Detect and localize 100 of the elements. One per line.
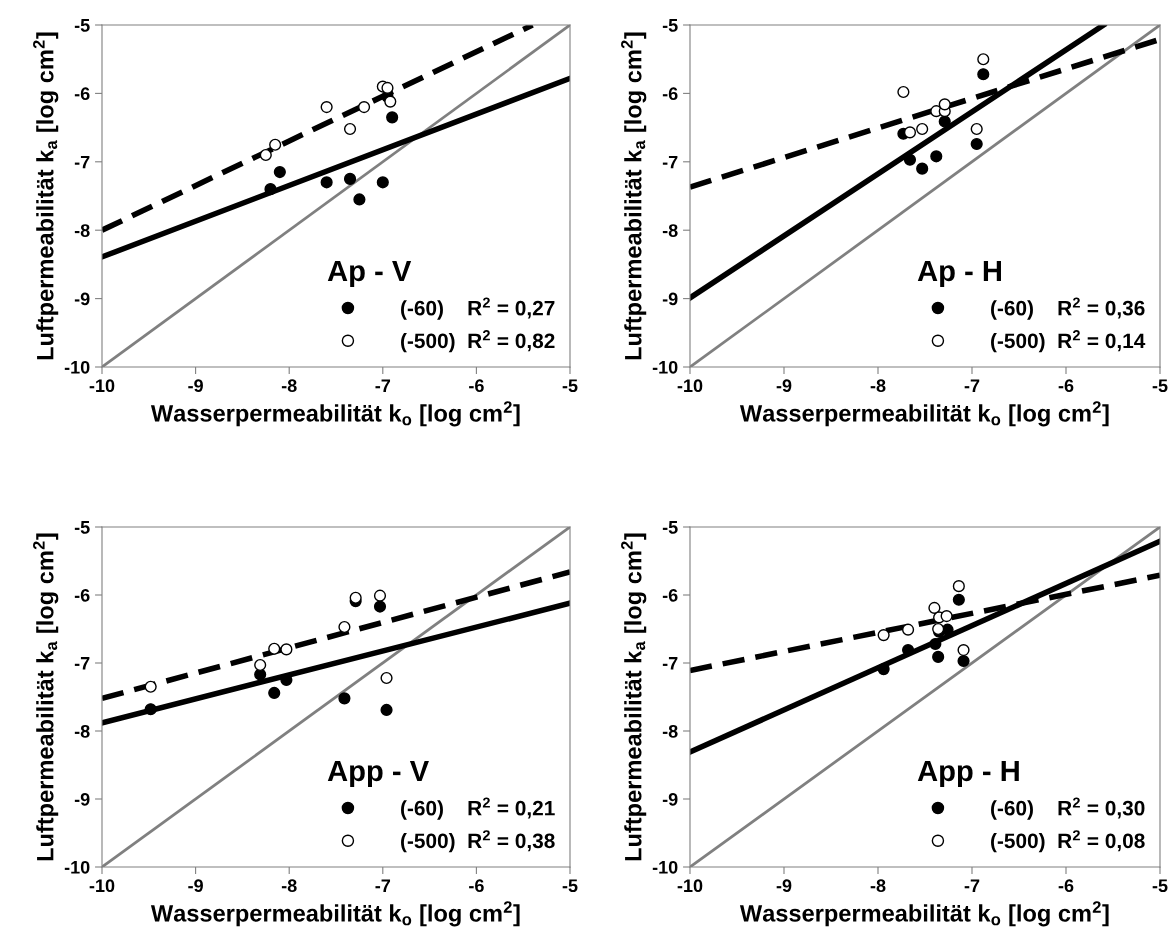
legend-title: Ap - H bbox=[917, 260, 1001, 287]
point bbox=[320, 101, 333, 114]
y-tick-label: -6 bbox=[662, 87, 678, 101]
y-tick-label: -5 bbox=[662, 19, 678, 32]
y-tick-label: -7 bbox=[74, 657, 90, 670]
point bbox=[957, 654, 970, 668]
point bbox=[938, 98, 951, 111]
point bbox=[338, 620, 351, 634]
point bbox=[897, 85, 910, 99]
y-tick-label: -8 bbox=[74, 224, 90, 237]
point bbox=[940, 610, 953, 623]
point bbox=[977, 68, 990, 81]
point bbox=[930, 150, 943, 163]
x-tick-label: -8 bbox=[870, 879, 886, 893]
x-tick-label: -9 bbox=[188, 879, 203, 893]
point bbox=[916, 122, 929, 136]
point bbox=[376, 176, 389, 189]
y-axis-title: Luftpermeabilität k$_{a}$ [log cm$^{2}$] bbox=[621, 32, 647, 360]
point bbox=[273, 165, 286, 179]
legend-title: App - H bbox=[917, 760, 1019, 787]
x-tick-label: -5 bbox=[562, 879, 578, 893]
y-tick-label: -8 bbox=[662, 224, 678, 237]
point bbox=[343, 122, 357, 136]
x-tick-label: -7 bbox=[964, 879, 980, 892]
y-tick-label: -5 bbox=[74, 521, 90, 534]
x-tick-label: -7 bbox=[375, 879, 391, 892]
x-axis-title: Wasserpermeabilität k$_{o}$ [log cm$^{2}$] bbox=[150, 901, 520, 927]
y-tick-label: -9 bbox=[74, 792, 90, 806]
point bbox=[269, 138, 282, 151]
point bbox=[373, 600, 387, 613]
legend-label: (-500) R$^{2}$ = 0,82 bbox=[401, 330, 555, 353]
point bbox=[903, 126, 917, 139]
point bbox=[343, 172, 357, 185]
y-tick-label: -7 bbox=[662, 155, 678, 169]
legend-label: (-60) R$^{2}$ = 0,21 bbox=[401, 797, 555, 820]
x-tick-label: -10 bbox=[89, 879, 115, 893]
y-tick-label: -6 bbox=[74, 87, 90, 101]
point bbox=[380, 703, 393, 716]
point bbox=[373, 589, 387, 602]
y-tick-label: -10 bbox=[652, 360, 678, 374]
y-tick-label: -5 bbox=[74, 19, 90, 32]
x-tick-label: -10 bbox=[89, 379, 115, 393]
x-tick-label: -6 bbox=[469, 879, 484, 893]
y-axis-title: Luftpermeabilität k$_{a}$ [log cm$^{2}$] bbox=[621, 533, 647, 861]
point bbox=[353, 193, 366, 206]
x-axis-title: Wasserpermeabilität k$_{o}$ [log cm$^{2}$] bbox=[739, 401, 1109, 427]
x-tick-label: -10 bbox=[677, 879, 703, 893]
x-tick-label: -8 bbox=[281, 379, 297, 393]
point bbox=[144, 703, 157, 716]
y-tick-label: -9 bbox=[662, 792, 678, 806]
x-tick-label: -5 bbox=[1152, 379, 1168, 393]
y-tick-label: -10 bbox=[64, 860, 90, 874]
y-tick-label: -6 bbox=[74, 588, 90, 602]
point bbox=[358, 101, 371, 114]
point bbox=[280, 643, 293, 656]
point bbox=[877, 629, 890, 642]
x-tick-label: -6 bbox=[469, 379, 484, 393]
x-tick-label: -6 bbox=[1058, 379, 1074, 393]
point bbox=[381, 81, 394, 95]
x-tick-label: -8 bbox=[281, 879, 297, 893]
x-tick-label: -6 bbox=[1058, 879, 1074, 893]
point bbox=[384, 95, 397, 108]
point bbox=[264, 183, 277, 196]
legend-label: (-500) R$^{2}$ = 0,08 bbox=[991, 830, 1145, 853]
y-tick-label: -5 bbox=[662, 521, 678, 534]
y-tick-label: -8 bbox=[662, 724, 678, 738]
x-tick-label: -9 bbox=[776, 879, 792, 893]
point bbox=[970, 122, 983, 136]
point bbox=[268, 642, 281, 655]
x-tick-label: -7 bbox=[964, 379, 980, 392]
x-tick-label: -8 bbox=[870, 379, 886, 393]
point bbox=[952, 580, 965, 593]
point bbox=[338, 692, 351, 705]
point bbox=[877, 663, 890, 676]
point bbox=[952, 593, 965, 606]
x-axis-title: Wasserpermeabilität k$_{o}$ [log cm$^{2}$] bbox=[739, 901, 1109, 927]
legend-label: (-60) R$^{2}$ = 0,36 bbox=[991, 297, 1145, 320]
x-tick-label: -5 bbox=[562, 379, 578, 393]
point bbox=[380, 671, 393, 685]
y-tick-label: -10 bbox=[64, 360, 90, 374]
point bbox=[977, 53, 990, 66]
point bbox=[320, 176, 333, 189]
y-tick-label: -7 bbox=[662, 657, 678, 670]
legend-label: (-60) R$^{2}$ = 0,30 bbox=[991, 797, 1145, 820]
point bbox=[957, 644, 970, 657]
point bbox=[932, 650, 945, 663]
x-axis-title: Wasserpermeabilität k$_{o}$ [log cm$^{2}$] bbox=[150, 401, 520, 427]
point bbox=[916, 162, 929, 175]
y-tick-label: -6 bbox=[662, 588, 678, 602]
point bbox=[903, 153, 917, 166]
point bbox=[938, 115, 951, 128]
point bbox=[144, 680, 157, 693]
x-tick-label: -7 bbox=[375, 379, 391, 392]
y-axis-title: Luftpermeabilität k$_{a}$ [log cm$^{2}$] bbox=[33, 32, 59, 360]
y-tick-label: -7 bbox=[74, 155, 90, 169]
point bbox=[386, 111, 399, 124]
point bbox=[928, 601, 941, 614]
point bbox=[254, 658, 267, 672]
x-tick-label: -9 bbox=[776, 379, 792, 393]
point bbox=[929, 637, 942, 651]
